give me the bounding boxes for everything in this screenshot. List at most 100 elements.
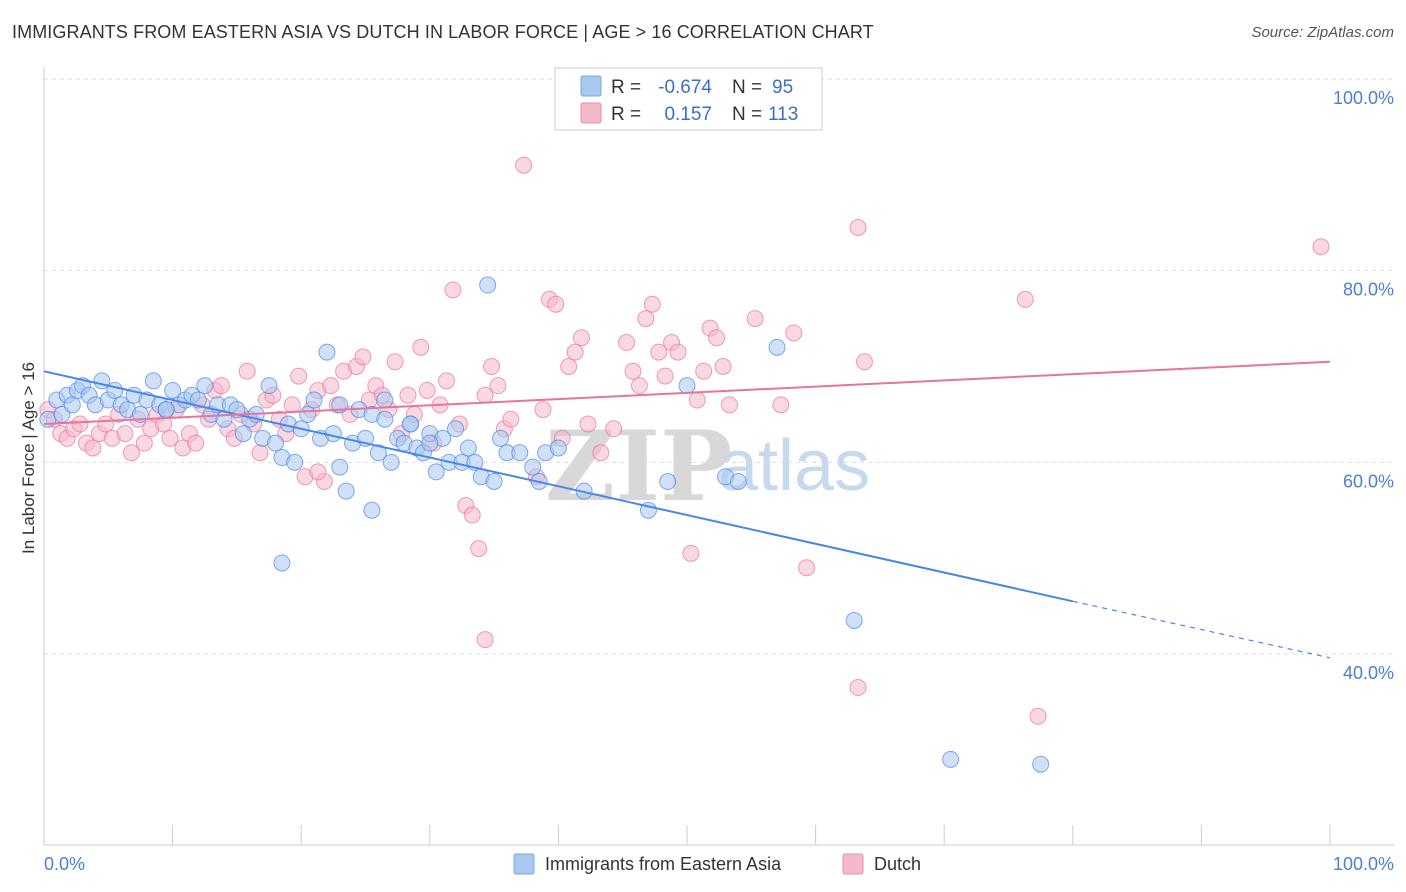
trend-line-eastern-asia-extension: [1072, 600, 1331, 659]
data-point: [438, 372, 456, 390]
data-point: [502, 410, 520, 428]
y-axis-label: In Labor Force | Age > 16: [19, 362, 38, 554]
data-point: [299, 405, 317, 423]
data-point: [212, 377, 230, 395]
data-point: [659, 473, 677, 490]
data-point: [485, 473, 503, 490]
data-point: [376, 410, 394, 428]
data-point: [447, 420, 465, 438]
data-point: [547, 295, 565, 313]
data-point: [1032, 755, 1050, 773]
data-point: [399, 386, 417, 404]
x-tick-label-min: 0.0%: [44, 854, 85, 874]
data-point: [376, 391, 394, 409]
data-point: [855, 353, 873, 371]
data-point: [324, 425, 342, 443]
legend-r-label-pink: R =: [611, 104, 641, 125]
legend-r-value-pink: 0.157: [664, 104, 712, 125]
x-tick-label-max: 100.0%: [1333, 854, 1394, 874]
data-point: [656, 367, 674, 385]
data-point: [187, 434, 205, 452]
chart-title: IMMIGRANTS FROM EASTERN ASIA VS DUTCH IN…: [12, 22, 874, 42]
data-point: [688, 391, 706, 409]
data-point: [566, 343, 584, 361]
data-point: [479, 276, 497, 294]
data-point: [286, 453, 304, 471]
data-point: [549, 439, 567, 457]
data-point: [144, 372, 162, 390]
data-point: [669, 343, 687, 361]
legend-n-label-pink: N =: [732, 104, 762, 125]
data-point: [427, 463, 445, 481]
legend-n-value-pink: 113: [768, 104, 798, 125]
data-point: [942, 750, 960, 768]
legend-r-label-blue: R =: [611, 77, 641, 98]
data-point: [251, 444, 269, 462]
correlation-legend: R = -0.674 N = 95 R = 0.157 N = 113: [554, 67, 823, 131]
data-point: [157, 401, 175, 419]
data-point: [463, 506, 481, 524]
data-point: [534, 401, 552, 419]
data-point: [849, 219, 867, 237]
y-tick-labels: 40.0% 60.0% 80.0% 100.0%: [1333, 88, 1394, 683]
data-point: [768, 338, 786, 356]
data-point: [1029, 707, 1047, 725]
data-point: [624, 362, 642, 380]
data-point: [386, 353, 404, 371]
data-point: [643, 295, 661, 313]
y-tick-label: 60.0%: [1343, 471, 1394, 491]
trend-line-dutch: [43, 360, 1331, 425]
data-point: [331, 458, 349, 476]
data-point: [560, 358, 578, 375]
data-point: [746, 310, 764, 328]
data-point: [161, 429, 179, 447]
data-point: [798, 559, 816, 577]
data-point: [605, 420, 623, 438]
data-point: [164, 381, 182, 399]
data-point: [682, 544, 700, 562]
legend-n-label-blue: N =: [732, 77, 762, 98]
data-point: [309, 463, 327, 481]
trend-line-eastern-asia: [43, 370, 1074, 603]
data-point: [354, 348, 372, 366]
data-point: [234, 425, 252, 443]
data-point: [444, 281, 462, 299]
data-point: [476, 631, 494, 649]
data-point: [402, 415, 420, 433]
data-point: [418, 381, 436, 399]
data-point: [470, 540, 488, 558]
data-point: [305, 391, 323, 409]
data-point: [492, 429, 510, 447]
data-point: [511, 444, 529, 462]
bottom-legend-swatch-blue: [513, 853, 535, 875]
data-point: [637, 310, 655, 328]
data-point: [678, 377, 696, 395]
trend-lines: [43, 360, 1331, 659]
data-point: [618, 334, 636, 352]
data-point: [84, 439, 102, 457]
data-point: [515, 156, 533, 174]
data-point: [122, 444, 140, 462]
data-point: [720, 396, 738, 414]
data-point: [363, 501, 381, 519]
y-tick-label: 80.0%: [1343, 280, 1394, 300]
bottom-legend-label-pink: Dutch: [874, 854, 921, 874]
series-legend: Immigrants from Eastern Asia Dutch: [513, 853, 921, 875]
data-point: [729, 473, 747, 490]
data-point: [266, 434, 284, 452]
legend-swatch-blue: [580, 75, 602, 97]
data-point: [135, 434, 153, 452]
data-point: [524, 458, 542, 476]
data-point: [369, 444, 387, 462]
data-point: [772, 396, 790, 414]
data-point: [630, 377, 648, 395]
data-point: [116, 425, 134, 443]
data-point: [1016, 290, 1034, 308]
bottom-legend-swatch-pink: [842, 853, 864, 875]
chart-source: Source: ZipAtlas.com: [1251, 24, 1394, 41]
y-tick-label: 100.0%: [1333, 88, 1394, 108]
data-point: [849, 679, 867, 697]
data-point: [283, 396, 301, 414]
data-point: [318, 343, 336, 361]
